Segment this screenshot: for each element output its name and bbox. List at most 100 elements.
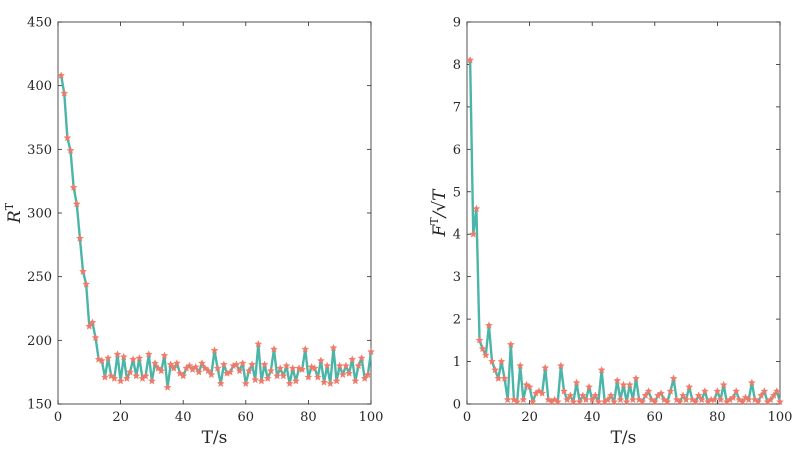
data-point-marker <box>119 352 128 361</box>
y-tick-label: 6 <box>453 143 461 158</box>
data-point-marker <box>147 376 156 385</box>
data-point-marker <box>475 336 484 344</box>
data-point-marker <box>126 368 134 376</box>
data-point-marker <box>663 397 672 406</box>
data-point-marker <box>732 387 741 395</box>
data-point-marker <box>713 387 722 395</box>
data-point-marker <box>513 397 522 406</box>
data-point-marker <box>323 361 332 370</box>
data-point-marker <box>597 365 606 374</box>
data-point-marker <box>163 383 172 391</box>
data-point-marker <box>700 387 709 395</box>
data-point-marker <box>613 376 622 384</box>
data-point-marker <box>738 397 747 406</box>
y-tick-label: 300 <box>27 207 52 222</box>
y-tick-label: 4 <box>453 228 461 243</box>
data-point-marker <box>141 371 150 380</box>
data-point-marker <box>472 204 481 213</box>
data-point-marker <box>97 356 106 365</box>
x-tick-label: 80 <box>300 410 317 425</box>
data-point-marker <box>241 379 250 387</box>
data-point-marker <box>185 361 194 370</box>
data-point-marker <box>166 360 175 368</box>
data-point-marker <box>607 391 615 399</box>
data-point-marker <box>516 361 525 370</box>
data-point-marker <box>488 357 496 365</box>
data-point-marker <box>757 391 766 399</box>
y-tick-label: 450 <box>27 16 52 31</box>
data-point-marker <box>110 374 119 382</box>
x-tick-label: 0 <box>54 410 62 425</box>
data-point-marker <box>310 364 319 372</box>
data-point-marker <box>729 393 737 401</box>
data-point-marker <box>632 374 640 382</box>
data-point-marker <box>747 378 756 387</box>
data-point-marker <box>669 374 678 382</box>
data-point-marker <box>263 374 272 382</box>
y-tick-label: 200 <box>27 334 52 349</box>
data-point-marker <box>625 380 634 389</box>
data-point-marker <box>291 376 300 385</box>
data-point-marker <box>198 359 206 367</box>
data-point-marker <box>553 397 562 406</box>
data-point-marker <box>342 361 350 370</box>
data-point-marker <box>491 365 500 374</box>
data-point-marker <box>566 391 575 399</box>
data-point-marker <box>754 397 763 406</box>
data-point-marker <box>525 382 534 391</box>
data-point-marker <box>232 360 241 368</box>
data-point-marker <box>500 374 509 382</box>
data-point-marker <box>60 89 69 97</box>
data-point-marker <box>204 366 213 375</box>
data-point-marker <box>478 344 487 353</box>
data-point-marker <box>766 395 775 404</box>
data-point-marker <box>122 374 131 382</box>
y-tick-label: 150 <box>27 398 52 413</box>
data-point-marker <box>69 183 78 191</box>
data-point-marker <box>160 351 169 359</box>
data-point-marker <box>694 391 703 399</box>
data-point-marker <box>338 370 347 379</box>
data-point-marker <box>266 366 275 375</box>
data-point-marker <box>82 280 91 288</box>
data-point-marker <box>179 371 188 380</box>
data-point-marker <box>88 318 97 326</box>
data-point-marker <box>210 346 219 354</box>
data-point-marker <box>298 365 307 373</box>
data-point-marker <box>85 322 94 330</box>
data-point-marker <box>466 56 475 64</box>
data-point-marker <box>194 368 203 376</box>
data-point-marker <box>332 376 341 385</box>
data-point-marker <box>173 359 181 367</box>
data-point-marker <box>769 391 778 399</box>
data-point-marker <box>276 364 285 372</box>
data-point-marker <box>657 389 665 397</box>
data-point-marker <box>556 361 565 370</box>
data-point-marker <box>157 366 166 375</box>
data-point-marker <box>367 347 375 356</box>
data-point-marker <box>481 351 490 359</box>
y-tick-label: 350 <box>27 143 52 158</box>
x-tick-label: 40 <box>584 410 601 425</box>
data-point-marker <box>191 362 200 371</box>
data-point-marker <box>313 373 322 381</box>
x-axis-label: T/s <box>611 428 637 448</box>
data-point-marker <box>760 387 769 395</box>
data-point-marker <box>563 395 572 404</box>
data-point-marker <box>588 395 597 404</box>
data-point-marker <box>113 350 122 358</box>
series-line <box>59 74 373 389</box>
y-axis-label: RT <box>3 202 25 224</box>
data-point-marker <box>345 369 354 377</box>
data-point-marker <box>506 340 515 348</box>
data-point-marker <box>519 395 528 404</box>
data-point-marker <box>628 395 637 404</box>
y-tick-label: 8 <box>453 58 461 73</box>
data-point-marker <box>616 395 625 404</box>
y-tick-label: 0 <box>453 398 461 413</box>
series-line <box>468 59 782 404</box>
y-tick-label: 250 <box>27 270 52 285</box>
data-point-marker <box>169 364 178 372</box>
data-point-marker <box>72 199 81 208</box>
